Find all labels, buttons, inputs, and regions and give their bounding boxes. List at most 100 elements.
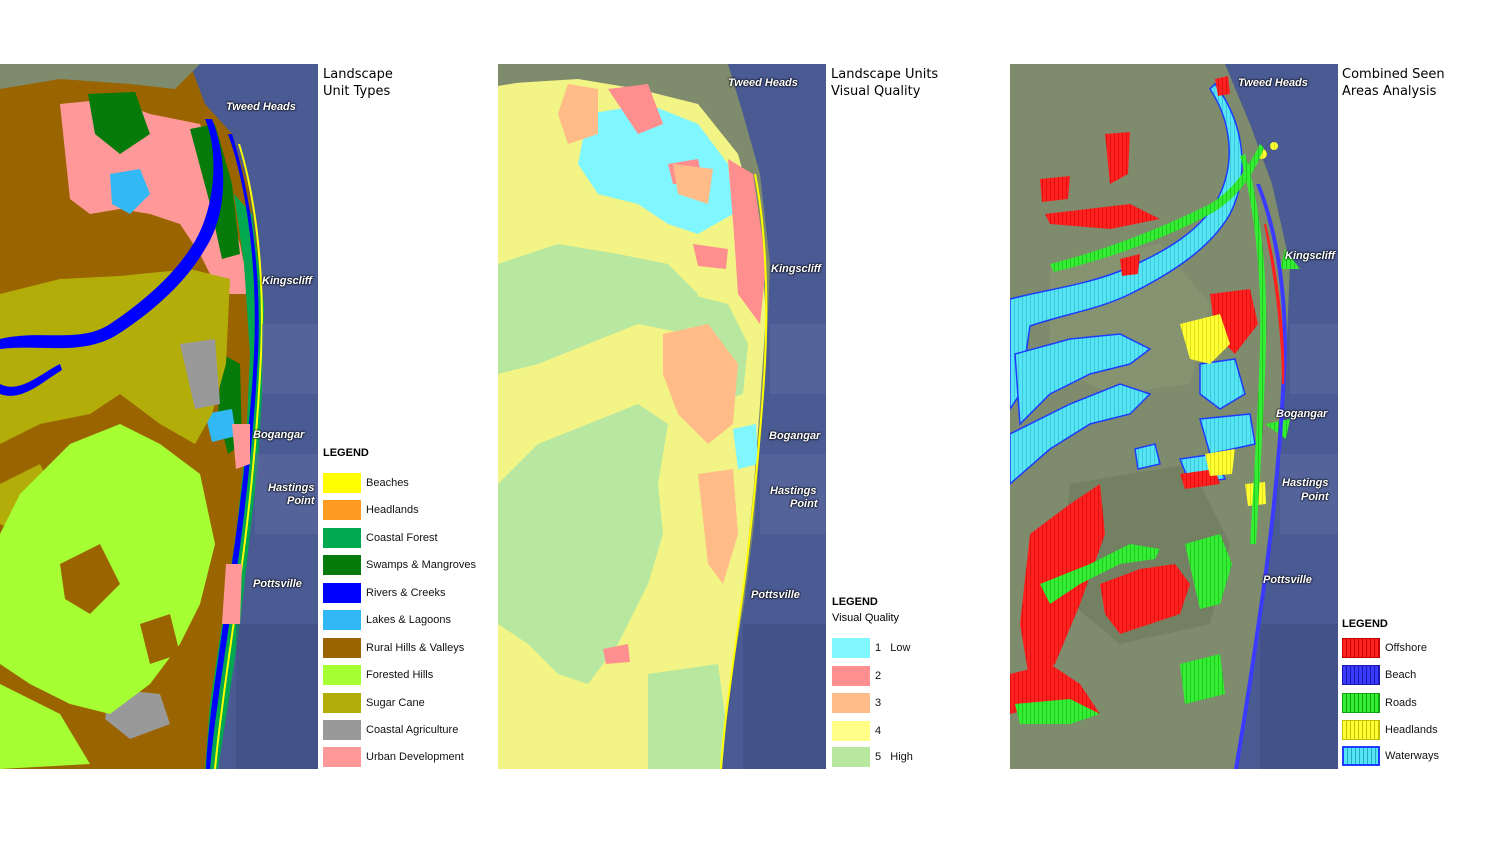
town-label-hastings: Hastings — [1282, 477, 1329, 489]
legend-item-headlands: Headlands — [1342, 720, 1438, 740]
legend-label: Offshore — [1385, 642, 1427, 654]
legend-title: LEGEND — [323, 447, 369, 459]
panel-title-seen-areas: Combined Seen Areas Analysis — [1342, 66, 1445, 100]
legend-swatch — [832, 693, 870, 713]
town-label-bogangar: Bogangar — [253, 429, 305, 441]
town-label-pottsville: Pottsville — [1263, 574, 1312, 586]
legend-label: Headlands — [1385, 724, 1438, 736]
legend-item-coastal-forest: Coastal Forest — [323, 528, 438, 548]
legend-swatch — [323, 555, 361, 575]
legend-swatch — [323, 473, 361, 493]
legend-swatch — [323, 747, 361, 767]
town-label-kingscliff: Kingscliff — [771, 263, 821, 275]
town-label-tweed-heads: Tweed Heads — [1238, 77, 1308, 89]
legend-label: Coastal Forest — [366, 532, 438, 544]
legend-item-beach: Beach — [1342, 665, 1416, 685]
legend-item-headlands: Headlands — [323, 500, 419, 520]
town-label-hastings: Hastings — [268, 482, 315, 494]
legend-swatch — [323, 610, 361, 630]
seen-areas-map[interactable]: Tweed Heads Kingscliff Bogangar Hastings… — [1010, 64, 1338, 769]
legend-item-quality-3: 3 — [832, 693, 881, 713]
legend-label: Forested Hills — [366, 669, 434, 681]
legend-label: 5 High — [875, 751, 913, 763]
legend-title: LEGEND — [1342, 618, 1388, 630]
panel-title-unit-types: Landscape Unit Types — [323, 66, 393, 100]
legend-item-sugar-cane: Sugar Cane — [323, 693, 425, 713]
legend-swatch — [323, 500, 361, 520]
town-label-pottsville: Pottsville — [253, 578, 302, 590]
legend-label: Coastal Agriculture — [366, 724, 459, 736]
legend-swatch — [832, 721, 870, 741]
town-label-hastings: Hastings — [770, 485, 817, 497]
town-label-kingscliff: Kingscliff — [262, 275, 312, 287]
legend-item-roads: Roads — [1342, 693, 1417, 713]
legend-item-forested-hills: Forested Hills — [323, 665, 433, 685]
panel-title-visual-quality: Landscape Units Visual Quality — [831, 66, 938, 100]
panel-title-line: Unit Types — [323, 84, 391, 99]
town-label-point: Point — [790, 498, 818, 510]
panel-title-line: Landscape Units — [831, 67, 939, 82]
legend-label: Swamps & Mangroves — [366, 559, 477, 571]
legend-item-lakes-lagoons: Lakes & Lagoons — [323, 610, 451, 630]
legend-item-quality-2: 2 — [832, 666, 881, 686]
town-label-pottsville: Pottsville — [751, 589, 800, 601]
town-label-point: Point — [287, 495, 315, 507]
legend-swatch — [1342, 746, 1380, 766]
legend-item-coastal-agriculture: Coastal Agriculture — [323, 720, 458, 740]
town-label-kingscliff: Kingscliff — [1285, 250, 1335, 262]
town-label-tweed-heads: Tweed Heads — [728, 77, 798, 89]
legend-item-quality-5: 5 High — [832, 747, 913, 767]
legend-label: Roads — [1385, 697, 1417, 709]
legend-label: Headlands — [366, 504, 419, 516]
legend-swatch — [323, 638, 361, 658]
legend-label: Lakes & Lagoons — [366, 614, 452, 626]
legend-label: 4 — [875, 725, 882, 737]
legend-swatch — [1342, 665, 1380, 685]
legend-item-urban-development: Urban Development — [323, 747, 464, 767]
legend-title: LEGEND — [832, 596, 878, 608]
panel-title-line: Areas Analysis — [1342, 84, 1437, 99]
legend-item-offshore: Offshore — [1342, 638, 1427, 658]
legend-swatch — [323, 693, 361, 713]
legend-item-swamps-mangroves: Swamps & Mangroves — [323, 555, 476, 575]
legend-item-rivers-creeks: Rivers & Creeks — [323, 583, 445, 603]
legend-item-quality-1: 1 Low — [832, 638, 910, 658]
legend-swatch — [1342, 693, 1380, 713]
panel-title-line: Landscape — [323, 67, 393, 82]
legend-label: Rivers & Creeks — [366, 587, 446, 599]
town-label-bogangar: Bogangar — [1276, 408, 1328, 420]
panel-title-line: Visual Quality — [831, 84, 921, 99]
legend-swatch — [323, 720, 361, 740]
legend-swatch — [323, 528, 361, 548]
legend-unit-types: LEGEND Beaches Headlands Coastal Forest … — [323, 447, 493, 772]
legend-swatch — [832, 666, 870, 686]
legend-label: 3 — [875, 697, 882, 709]
legend-swatch — [832, 638, 870, 658]
legend-label: Sugar Cane — [366, 697, 425, 709]
legend-swatch — [832, 747, 870, 767]
legend-swatch — [1342, 720, 1380, 740]
legend-item-beaches: Beaches — [323, 473, 409, 493]
town-label-tweed-heads: Tweed Heads — [226, 101, 296, 113]
legend-seen-areas: LEGEND Offshore Beach Roads Headlands Wa… — [1342, 618, 1492, 773]
legend-label: 2 — [875, 670, 882, 682]
legend-item-waterways: Waterways — [1342, 746, 1439, 766]
legend-item-quality-4: 4 — [832, 721, 881, 741]
legend-label: 1 Low — [875, 642, 911, 654]
legend-visual-quality: LEGEND Visual Quality 1 Low 2 3 4 5 High — [832, 596, 982, 771]
legend-subtitle: Visual Quality — [832, 612, 900, 624]
legend-item-rural-hills-valleys: Rural Hills & Valleys — [323, 638, 464, 658]
town-label-bogangar: Bogangar — [769, 430, 821, 442]
panel-title-line: Combined Seen — [1342, 67, 1445, 82]
legend-swatch — [323, 665, 361, 685]
visual-quality-map[interactable]: Tweed Heads Kingscliff Bogangar Hastings… — [498, 64, 826, 769]
legend-label: Rural Hills & Valleys — [366, 642, 465, 654]
legend-label: Beach — [1385, 669, 1417, 681]
town-label-point: Point — [1301, 491, 1329, 503]
legend-label: Urban Development — [366, 751, 464, 763]
legend-label: Waterways — [1385, 750, 1439, 762]
unit-types-map[interactable]: Tweed Heads Kingscliff Bogangar Hastings… — [0, 64, 318, 769]
legend-swatch — [1342, 638, 1380, 658]
legend-label: Beaches — [366, 477, 409, 489]
legend-swatch — [323, 583, 361, 603]
